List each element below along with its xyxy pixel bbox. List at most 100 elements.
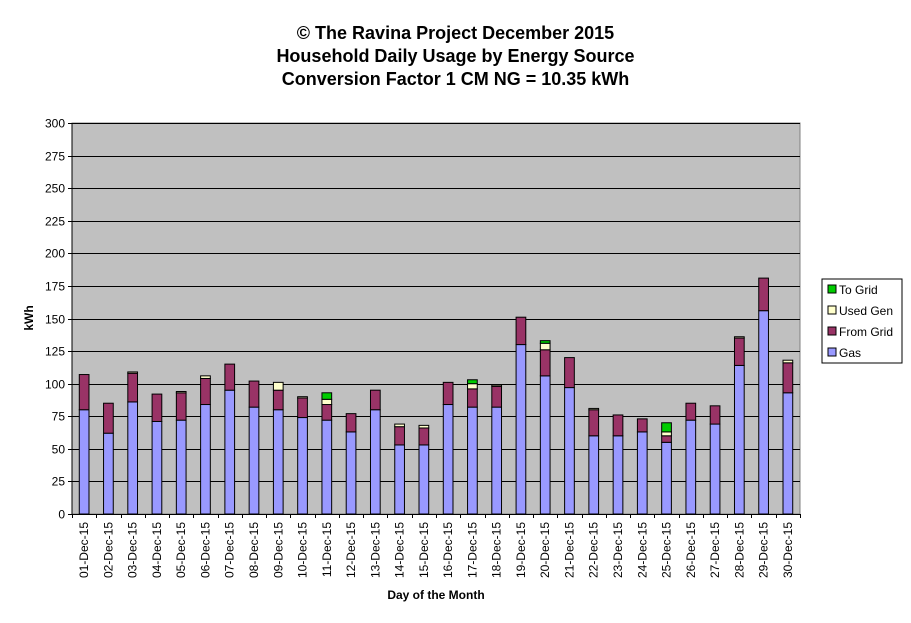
y-tick-label: 200 — [45, 247, 65, 261]
x-tick-label: 22-Dec-15 — [587, 522, 601, 578]
bar-segment-used-gen — [272, 381, 284, 391]
bar-segment-from-grid — [321, 404, 333, 421]
legend-swatch-gas — [827, 347, 837, 357]
bar-segment-used-gen — [394, 423, 405, 428]
bar-segment-used-gen — [127, 371, 139, 374]
x-tick-label: 24-Dec-15 — [635, 522, 649, 578]
bar-segment-from-grid — [151, 393, 163, 422]
x-tick-label: 26-Dec-15 — [684, 522, 698, 578]
bar-segment-gas — [103, 432, 114, 515]
y-axis-title: kWh — [22, 305, 36, 330]
x-tick-label: 11-Dec-15 — [320, 522, 334, 577]
y-tick-label: 125 — [45, 345, 65, 359]
bar-segment-gas — [297, 417, 308, 515]
y-tick-label: 300 — [45, 117, 65, 131]
x-tick-label: 07-Dec-15 — [223, 522, 237, 578]
x-tick-label: 14-Dec-15 — [393, 522, 407, 578]
x-tick-label: 08-Dec-15 — [247, 522, 261, 578]
legend-label: Used Gen — [839, 304, 893, 318]
bar-segment-gas — [151, 420, 163, 515]
y-tick-label: 250 — [45, 182, 65, 196]
legend-swatch-used-gen — [827, 305, 837, 315]
y-tick-label: 275 — [45, 150, 65, 164]
bar-segment-gas — [127, 401, 139, 515]
legend-label: Gas — [839, 346, 861, 360]
bar-segment-used-gen — [782, 359, 794, 364]
bar-segment-from-grid — [733, 337, 745, 366]
bar-segment-gas — [224, 389, 236, 515]
bar-segment-gas — [321, 419, 333, 515]
chart-title: © The Ravina Project December 2015 — [296, 23, 615, 43]
x-tick-label: 30-Dec-15 — [781, 522, 795, 578]
bar-segment-from-grid — [103, 402, 114, 434]
bar-segment-gas — [539, 375, 551, 515]
bar-segment-from-grid — [369, 389, 381, 411]
y-tick-label: 225 — [45, 215, 65, 229]
bar-segment-from-grid — [175, 392, 187, 421]
bar-segment-from-grid — [248, 380, 260, 408]
y-tick-label: 50 — [52, 443, 66, 457]
bar-segment-from-grid — [782, 362, 794, 394]
x-tick-label: 05-Dec-15 — [174, 522, 188, 578]
bar-segment-gas — [248, 406, 260, 515]
x-tick-label: 12-Dec-15 — [344, 522, 358, 578]
bar-segment-from-grid — [345, 413, 357, 433]
bar-segment-from-grid — [467, 388, 478, 408]
bar-segment-used-gen — [175, 390, 187, 394]
bar-segment-gas — [78, 409, 90, 515]
legend-swatch-from-grid — [827, 326, 837, 336]
x-tick-label: 21-Dec-15 — [562, 522, 576, 578]
bar-segment-from-grid — [200, 377, 211, 406]
bar-segment-from-grid — [588, 409, 600, 437]
x-tick-label: 02-Dec-15 — [101, 522, 115, 578]
bar-segment-gas — [709, 423, 721, 515]
bar-segment-from-grid — [491, 385, 503, 408]
bar-segment-used-gen — [321, 398, 333, 406]
legend-label: To Grid — [839, 283, 878, 297]
bar-segment-from-grid — [685, 402, 697, 421]
bar-segment-used-gen — [588, 407, 600, 411]
bar-segment-gas — [272, 409, 284, 515]
x-tick-label: 28-Dec-15 — [732, 522, 746, 578]
bar-segment-from-grid — [297, 397, 308, 419]
bar-segment-from-grid — [272, 389, 284, 411]
bar-segment-gas — [515, 344, 527, 515]
bar-segment-gas — [588, 435, 600, 515]
gridlines — [72, 123, 800, 482]
bar-segment-gas — [661, 441, 672, 515]
bar-segment-gas — [685, 419, 697, 515]
bar-segment-gas — [758, 310, 769, 515]
chart-subtitle-2: Conversion Factor 1 CM NG = 10.35 kWh — [281, 69, 630, 89]
bar-segment-from-grid — [758, 277, 769, 312]
bar-segment-from-grid — [636, 418, 648, 433]
x-tick-label: 01-Dec-15 — [77, 522, 91, 578]
x-tick-label: 17-Dec-15 — [465, 522, 479, 578]
x-tick-label: 27-Dec-15 — [708, 522, 722, 578]
y-tick-label: 75 — [52, 410, 66, 424]
y-tick-label: 25 — [52, 475, 66, 489]
bar-segment-used-gen — [661, 431, 672, 437]
x-tick-label: 04-Dec-15 — [150, 522, 164, 578]
bar-segment-from-grid — [661, 435, 672, 443]
bar-segment-used-gen — [733, 336, 745, 339]
bar-segment-gas — [442, 404, 454, 515]
legend-label: From Grid — [839, 325, 893, 339]
bar-segment-to-grid — [321, 392, 333, 400]
y-tick-label: 150 — [45, 313, 65, 327]
x-tick-label: 03-Dec-15 — [126, 522, 140, 578]
bar-segment-gas — [733, 364, 745, 515]
bar-segment-gas — [369, 409, 381, 515]
y-tick-label: 100 — [45, 378, 65, 392]
bar-segment-used-gen — [539, 342, 551, 351]
bar-segment-from-grid — [224, 363, 236, 391]
bar-segment-gas — [612, 435, 624, 515]
x-tick-label: 23-Dec-15 — [611, 522, 625, 578]
x-tick-label: 06-Dec-15 — [198, 522, 212, 578]
y-axis: 0 25 50 75 100 125 150 175 200 225 250 275 300 — [45, 117, 73, 522]
bar-segment-used-gen — [418, 424, 430, 429]
legend: To Grid Used Gen From Grid Gas — [821, 278, 903, 364]
x-tick-label: 13-Dec-15 — [368, 522, 382, 578]
bar-segment-gas — [491, 406, 503, 515]
x-axis: 01-Dec-15 02-Dec-15 03-Dec-15 04-Dec-15 05-D… — [72, 514, 801, 578]
